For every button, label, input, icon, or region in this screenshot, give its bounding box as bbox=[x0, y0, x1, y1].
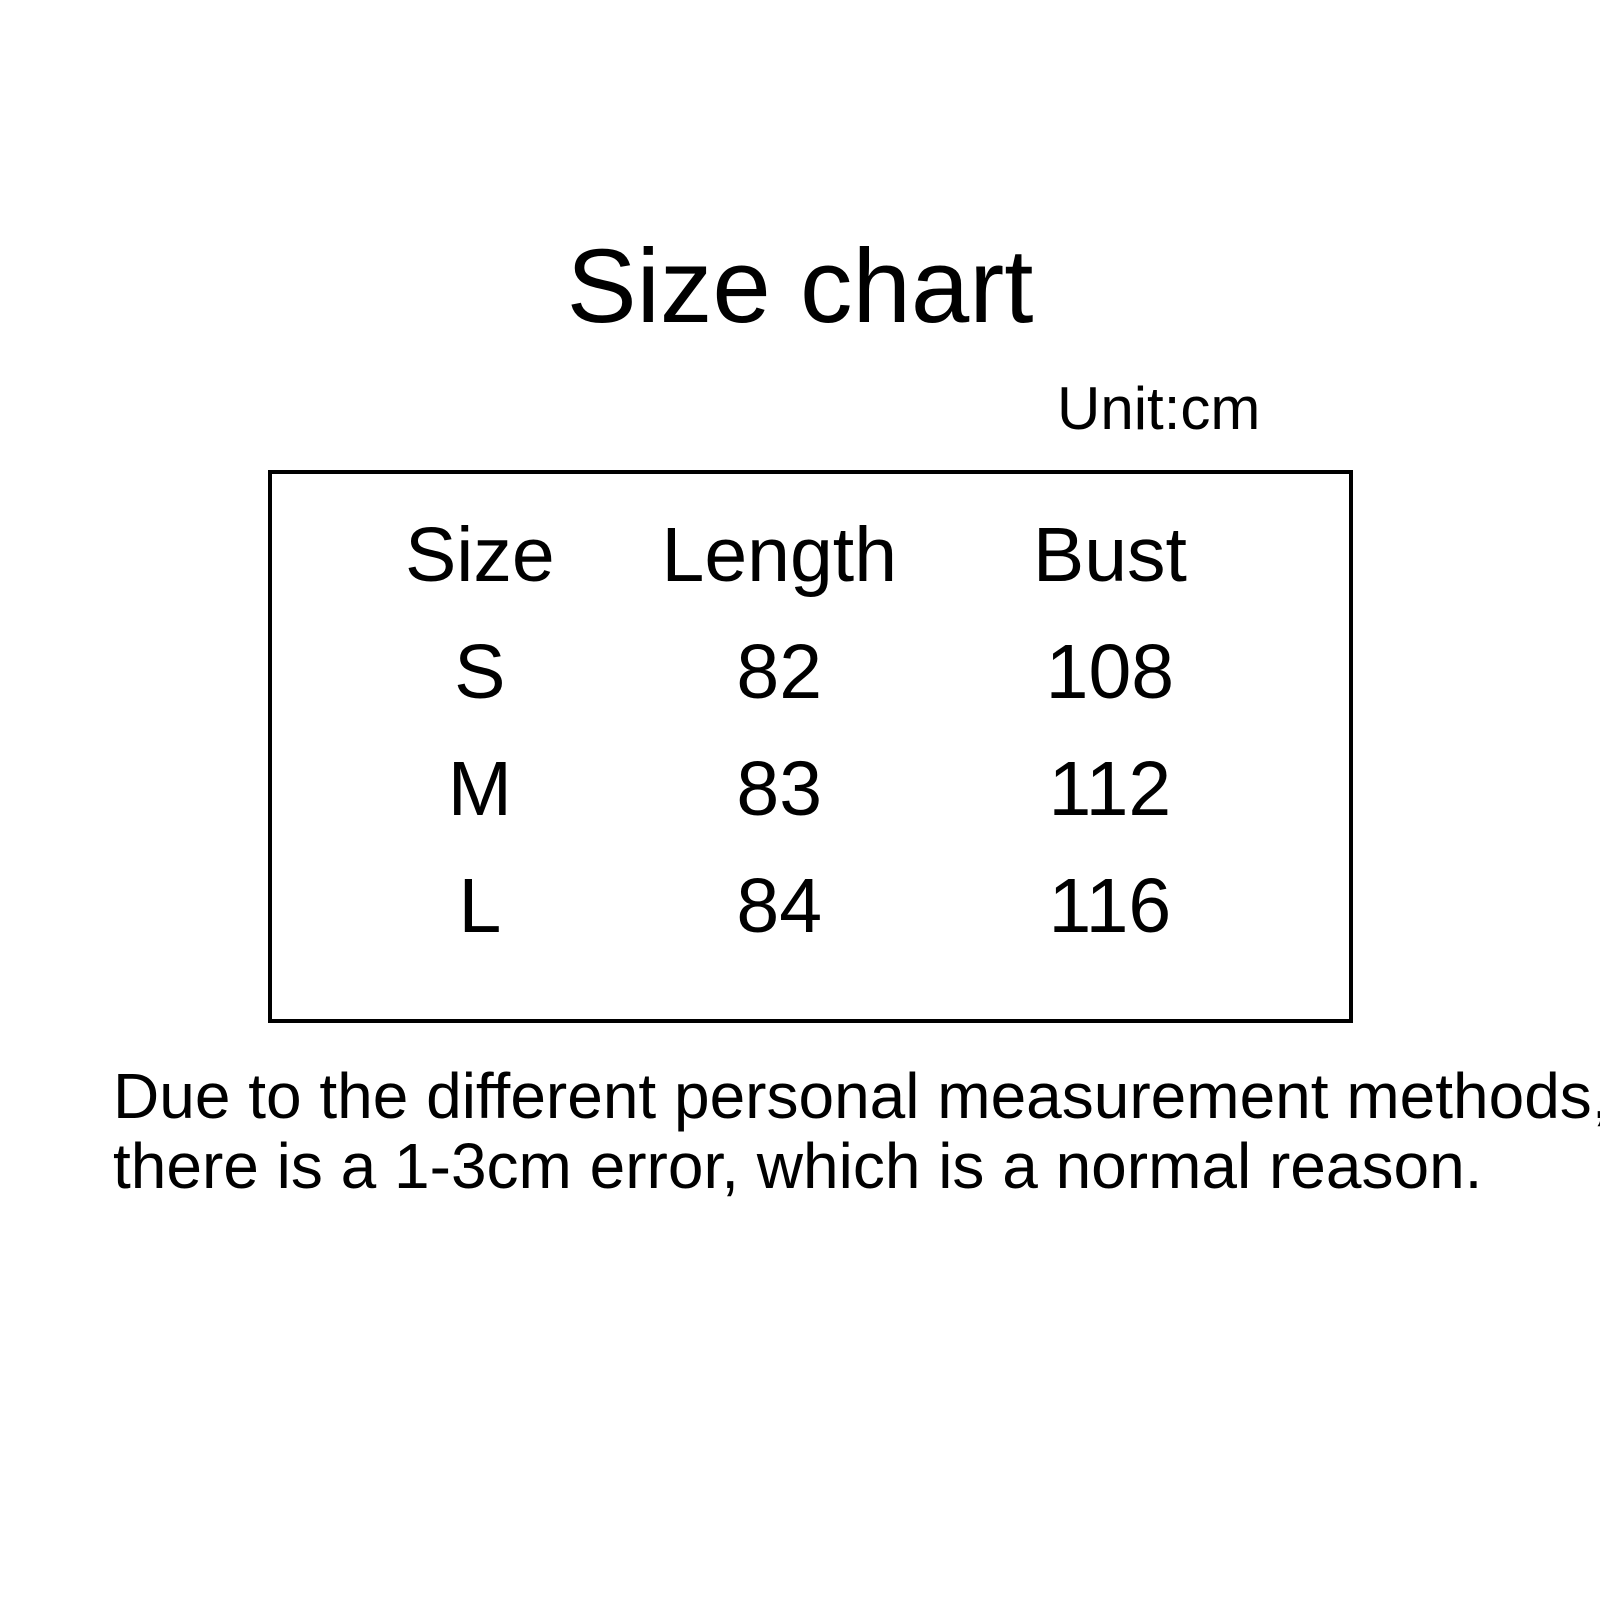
table-cell-size-s: S bbox=[454, 629, 506, 715]
table-cell-length-m: 83 bbox=[736, 746, 823, 832]
unit-label: Unit:cm bbox=[1057, 375, 1261, 442]
table-cell-bust-l: 116 bbox=[1048, 863, 1172, 949]
table-cell-bust-m: 112 bbox=[1048, 746, 1172, 832]
column-header-size: Size bbox=[404, 512, 555, 598]
disclaimer-line-1: Due to the different personal measuremen… bbox=[113, 1060, 1600, 1132]
disclaimer-line-2: there is a 1-3cm error, which is a norma… bbox=[113, 1130, 1483, 1202]
column-header-length: Length bbox=[661, 512, 898, 598]
table-cell-length-l: 84 bbox=[736, 863, 823, 949]
table-cell-size-m: M bbox=[447, 746, 512, 832]
table-cell-size-l: L bbox=[458, 863, 502, 949]
table-cell-length-s: 82 bbox=[736, 629, 823, 715]
table-cell-bust-s: 108 bbox=[1045, 629, 1175, 715]
size-table: Size Length Bust S 82 108 M 83 112 L 84 … bbox=[268, 470, 1353, 1023]
page-title: Size chart bbox=[566, 228, 1034, 345]
disclaimer-text: Due to the different personal measuremen… bbox=[113, 1061, 1600, 1201]
column-header-bust: Bust bbox=[1032, 512, 1187, 598]
